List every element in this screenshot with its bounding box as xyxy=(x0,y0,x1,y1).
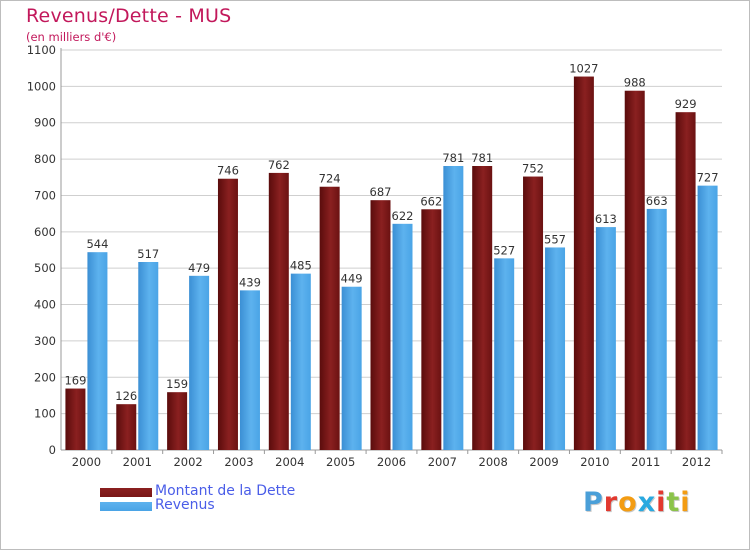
bar-debt xyxy=(624,90,645,451)
logo-letter: i xyxy=(680,487,691,518)
axes: 0 100 200 300 400 500 600 700 800 900 1000 1100 2000… xyxy=(27,43,723,469)
x-tick-label: 2007 xyxy=(428,455,457,469)
bar-revenue xyxy=(595,227,616,450)
y-tick-label: 100 xyxy=(34,407,56,421)
x-tick-label: 2006 xyxy=(377,455,406,469)
x-tick-label: 2003 xyxy=(224,455,253,469)
data-label-revenue: 727 xyxy=(697,171,719,185)
x-tick-label: 2004 xyxy=(275,455,304,469)
x-tick-label: 2002 xyxy=(173,455,202,469)
y-tick-label: 1100 xyxy=(27,43,56,57)
data-label-revenue: 613 xyxy=(595,212,617,226)
bar-debt xyxy=(421,209,442,450)
bar-revenue xyxy=(138,262,159,450)
y-tick-label: 700 xyxy=(34,188,56,202)
bar-revenue xyxy=(646,208,667,450)
data-label-revenue: 781 xyxy=(442,151,464,165)
bar-debt xyxy=(268,172,289,450)
bar-debt xyxy=(675,112,696,450)
data-label-revenue: 479 xyxy=(188,261,210,275)
bar-revenue xyxy=(239,290,260,450)
y-tick-label: 300 xyxy=(34,334,56,348)
legend-label-revenue: Revenus xyxy=(155,497,215,513)
bar-debt xyxy=(472,166,493,450)
proxiti-logo: Proxiti xyxy=(583,487,691,518)
x-tick-label: 2012 xyxy=(682,455,711,469)
chart-subtitle: (en milliers d'€) xyxy=(26,30,117,44)
logo-letter: P xyxy=(583,487,604,518)
data-labels: 1695441265171594797464397624857244496876… xyxy=(64,62,718,404)
data-label-debt: 662 xyxy=(420,194,442,208)
x-tick-label: 2000 xyxy=(72,455,101,469)
bar-revenue xyxy=(341,286,362,450)
bar-debt xyxy=(116,404,137,450)
logo-letter: r xyxy=(603,487,619,518)
data-label-debt: 687 xyxy=(370,185,392,199)
data-label-revenue: 527 xyxy=(493,243,515,257)
data-label-debt: 762 xyxy=(268,158,290,172)
logo-letter: i xyxy=(656,487,667,518)
data-label-revenue: 544 xyxy=(86,237,108,251)
data-label-revenue: 557 xyxy=(544,232,566,246)
data-label-debt: 159 xyxy=(166,377,188,391)
bar-debt xyxy=(65,388,86,450)
chart-title: Revenus/Dette - MUS xyxy=(26,5,232,27)
legend-swatch-revenue xyxy=(100,502,152,511)
data-label-debt: 126 xyxy=(115,389,137,403)
bar-debt xyxy=(370,200,391,450)
y-tick-label: 600 xyxy=(34,225,56,239)
data-label-debt: 752 xyxy=(522,162,544,176)
legend-swatch-debt xyxy=(100,488,152,497)
legend-label-debt: Montant de la Dette xyxy=(155,483,296,499)
bar-revenue xyxy=(697,185,718,451)
y-tick-label: 400 xyxy=(34,298,56,312)
bar-revenue xyxy=(87,252,108,450)
data-label-debt: 746 xyxy=(217,164,239,178)
y-tick-label: 0 xyxy=(49,443,56,457)
logo-letter: t xyxy=(666,487,681,518)
bar-revenue xyxy=(189,275,210,450)
data-label-revenue: 517 xyxy=(137,247,159,261)
x-tick-label: 2001 xyxy=(123,455,152,469)
data-label-revenue: 449 xyxy=(341,272,363,286)
data-label-debt: 929 xyxy=(675,97,697,111)
bar-revenue xyxy=(494,258,515,450)
logo-letter: o xyxy=(618,487,638,518)
data-label-revenue: 439 xyxy=(239,275,261,289)
data-label-debt: 988 xyxy=(624,76,646,90)
x-tick-label: 2005 xyxy=(326,455,355,469)
logo-letter: x xyxy=(637,487,657,518)
bars xyxy=(65,76,718,451)
bar-debt xyxy=(573,76,594,450)
grid xyxy=(61,49,722,451)
bar-revenue xyxy=(290,273,311,450)
y-tick-label: 1000 xyxy=(27,79,56,93)
data-label-revenue: 663 xyxy=(646,194,668,208)
bar-revenue xyxy=(545,247,566,450)
data-label-debt: 724 xyxy=(319,172,341,186)
y-tick-label: 900 xyxy=(34,116,56,130)
data-label-revenue: 485 xyxy=(290,259,312,273)
x-tick-label: 2011 xyxy=(631,455,660,469)
x-tick-label: 2010 xyxy=(580,455,609,469)
y-tick-label: 800 xyxy=(34,152,56,166)
x-tick-label: 2009 xyxy=(529,455,558,469)
bar-revenue xyxy=(443,166,464,450)
bar-revenue xyxy=(392,223,413,450)
data-label-debt: 1027 xyxy=(569,62,598,76)
data-label-debt: 781 xyxy=(471,151,493,165)
bar-debt xyxy=(217,178,238,450)
y-tick-label: 500 xyxy=(34,261,56,275)
y-tick-label: 200 xyxy=(34,370,56,384)
data-label-debt: 169 xyxy=(64,374,86,388)
bar-debt xyxy=(319,186,340,450)
bar-debt xyxy=(523,176,544,450)
data-label-revenue: 622 xyxy=(392,209,414,223)
x-tick-label: 2008 xyxy=(479,455,508,469)
bar-debt xyxy=(167,392,188,450)
